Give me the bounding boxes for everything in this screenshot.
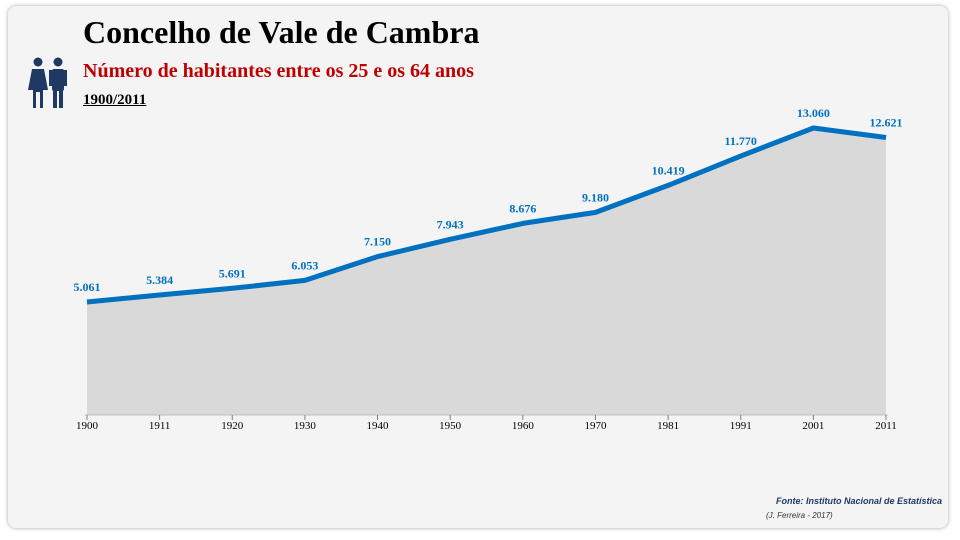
x-tick-label: 1950 [439, 420, 462, 432]
period-label: 1900/2011 [83, 92, 147, 108]
x-tick-label: 2001 [802, 420, 824, 432]
data-label: 8.676 [509, 201, 536, 215]
data-label: 5.691 [219, 266, 246, 280]
x-axis-ticks: 1900 1911 1920 1930 1940 1950 1960 1970 1981 1991… [76, 415, 897, 432]
data-label: 7.943 [437, 217, 464, 231]
data-label: 13.060 [797, 106, 830, 120]
data-label: 5.061 [74, 280, 101, 294]
people-icon [28, 57, 67, 108]
x-tick-label: 1981 [657, 420, 679, 432]
series-line [86, 125, 887, 305]
data-label: 11.770 [725, 134, 757, 148]
x-tick-label: 1940 [367, 420, 390, 432]
data-labels: 5.061 5.384 5.691 6.053 7.150 7.943 8.676 9.180… [74, 106, 903, 294]
author-note: (J. Ferreira - 2017) [766, 511, 833, 520]
data-label: 10.419 [652, 163, 685, 177]
x-tick-label: 1911 [149, 420, 171, 432]
data-label: 6.053 [291, 258, 318, 272]
data-label: 7.150 [364, 235, 391, 249]
data-label: 9.180 [582, 190, 609, 204]
data-label: 12.621 [870, 116, 903, 130]
x-tick-label: 1991 [730, 420, 752, 432]
x-tick-label: 1930 [294, 420, 317, 432]
x-tick-label: 1970 [584, 420, 607, 432]
data-label: 5.384 [146, 273, 173, 287]
source-note: Fonte: Instituto Nacional de Estatística [775, 496, 942, 506]
chart-subtitle: Número de habitantes entre os 25 e os 64… [83, 60, 474, 82]
x-tick-label: 2011 [875, 420, 897, 432]
x-tick-label: 1920 [221, 420, 244, 432]
area-fill [87, 128, 886, 415]
x-tick-label: 1960 [512, 420, 535, 432]
page-title: Concelho de Vale de Cambra [83, 14, 480, 50]
x-tick-label: 1900 [76, 420, 99, 432]
